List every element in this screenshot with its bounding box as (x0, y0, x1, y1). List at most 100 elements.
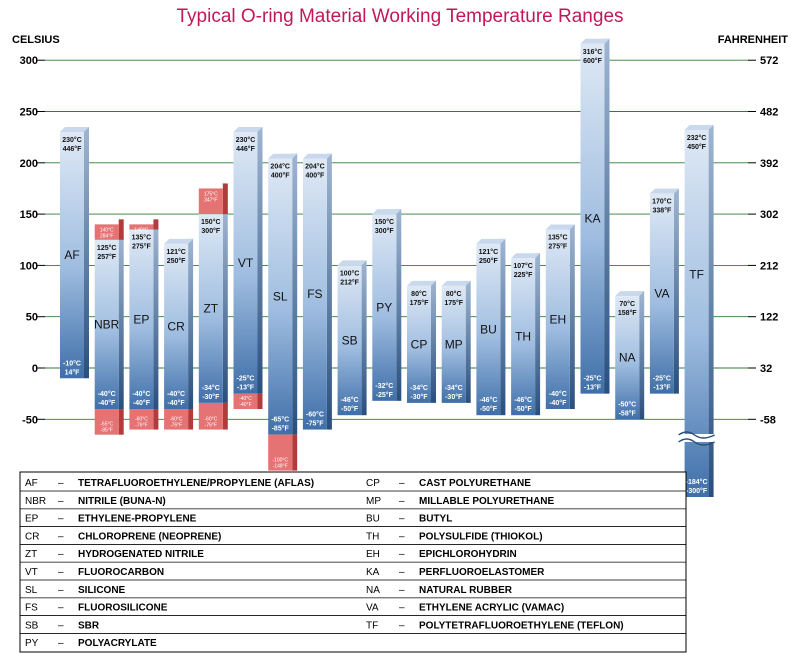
bar-max-label-c: 135°C (548, 233, 568, 241)
bar-ka (580, 43, 605, 394)
legend-separator: – (399, 531, 405, 542)
bar-mp (441, 285, 466, 403)
bar-top-face (476, 238, 506, 244)
legend-separator: – (58, 549, 64, 560)
axis-break-gap (678, 434, 717, 442)
bar-min-label-c: -46°C (341, 396, 359, 404)
bar-min-label-f: -30°F (445, 393, 463, 401)
bar-top-face (684, 124, 714, 130)
fahrenheit-tick-label: 392 (760, 158, 778, 170)
legend-rows: AF – TETRAFLUOROETHYLENE/PROPYLENE (AFLAS)… (20, 478, 686, 649)
bar-top-face (511, 253, 541, 259)
bar-side (535, 253, 541, 416)
bar-min-label-c: -65°C (271, 416, 289, 424)
bar-ext-high-label-f: 284°F (135, 233, 148, 239)
bar-min-label-c: -25°C (584, 375, 602, 383)
legend-abbr: ZT (25, 549, 37, 560)
bar-cr (164, 243, 189, 410)
bar-max-label-c: 150°C (375, 218, 395, 226)
legend-abbr: KA (366, 567, 380, 578)
bar-min-label-c: -25°C (237, 375, 255, 383)
bar-code-label: FS (307, 287, 322, 301)
bar-ext-low-label-f: -40°F (239, 402, 251, 408)
bar-side (84, 127, 89, 379)
bar-side (326, 153, 332, 430)
bar-ext-low-side (118, 409, 124, 435)
bar-min-label-f: -25°F (376, 391, 394, 399)
bar-ext-high (94, 224, 119, 240)
celsius-tick-label: -50 (22, 414, 38, 426)
fahrenheit-tick-label: 32 (760, 363, 772, 375)
bar-max-label-c: 150°C (201, 218, 221, 226)
bar-min-label-f: -58°F (619, 409, 637, 417)
bar-max-label-f: 225°F (514, 271, 533, 279)
bar-max-label-f: 446°F (236, 145, 255, 153)
bar-ext-low-side (222, 402, 228, 430)
axis-break-mark (678, 431, 715, 439)
legend-item-py: PY – POLYACRYLATE (25, 638, 157, 649)
celsius-tick-label: 250 (20, 107, 38, 119)
legend-name: MILLABLE POLYURETHANE (419, 496, 555, 507)
legend-item-tf: TF – POLYTETRAFLUOROETHYLENE (TEFLON) (20, 620, 686, 634)
bar-max-label-f: 400°F (271, 172, 290, 180)
bar-min-label-c: -34°C (445, 384, 463, 392)
bar-top-face (233, 127, 263, 133)
legend-separator: – (58, 585, 64, 596)
bar-side (292, 153, 298, 435)
bar-min-label-c: -40°C (98, 390, 116, 398)
bar-code-label: ZT (203, 301, 218, 315)
bar-side (604, 38, 610, 394)
bar-sb (337, 265, 362, 416)
fahrenheit-tick-label: 212 (760, 260, 778, 272)
bar-max-label-c: 125°C (97, 244, 117, 252)
bar-max-label-c: 100°C (340, 269, 360, 277)
bar-min-label-c: -60°C (306, 411, 324, 419)
bar-max-label-f: 600°F (583, 57, 602, 65)
bar-max-label-f: 275°F (548, 242, 567, 250)
legend-abbr: FS (25, 603, 38, 614)
bar-ext-high-side (222, 183, 228, 215)
fahrenheit-tick-label: 482 (760, 107, 778, 119)
legend-abbr: AF (25, 478, 38, 489)
bar-side (222, 209, 228, 403)
legend-abbr: PY (25, 638, 39, 649)
bar-ext-high-label-c: 140°C (100, 227, 114, 233)
bar-min-label-c: -32°C (375, 382, 393, 390)
bar-top-face (615, 291, 645, 297)
legend-abbr: EH (366, 549, 380, 560)
bar-ext-high-side (118, 219, 124, 240)
bar-code-label: AF (64, 248, 79, 262)
bar-ext-low-label-c: -40°C (239, 396, 252, 402)
bar-top-face (372, 209, 402, 215)
bar-py (372, 214, 397, 401)
bar-code-label: EP (133, 312, 149, 326)
fahrenheit-tick-label: 302 (760, 209, 778, 221)
bar-max-label-f: 275°F (132, 242, 151, 250)
bar-code-label: NA (619, 351, 636, 365)
bar-min-label-c: -46°C (479, 396, 497, 404)
legend-item-eh: EH – EPICHLOROHYDRIN (20, 549, 686, 563)
bar-ext-low-label-c: -60°C (135, 417, 148, 423)
bar-max-label-f: 175°F (444, 299, 463, 307)
bar-ep (129, 229, 154, 410)
bar-top-face (302, 153, 332, 159)
legend-name: POLYSULFIDE (THIOKOL) (419, 531, 543, 542)
legend-name: PERFLUOROELASTOMER (419, 567, 545, 578)
axis-break (678, 431, 717, 446)
legend-item-th: TH – POLYSULFIDE (THIOKOL) (20, 531, 686, 545)
bar-code-label: TH (515, 330, 531, 344)
bar-max-label-c: 204°C (270, 163, 290, 171)
bar-ext-low-label-c: -65°C (100, 422, 113, 428)
bar-ext-low-side (292, 434, 298, 471)
bar-max-label-c: 121°C (479, 248, 499, 256)
bar-side (431, 280, 436, 403)
legend-name: POLYTETRAFLUOROETHYLENE (TEFLON) (419, 620, 624, 631)
bar-min-label-c: -10°C (63, 359, 81, 367)
